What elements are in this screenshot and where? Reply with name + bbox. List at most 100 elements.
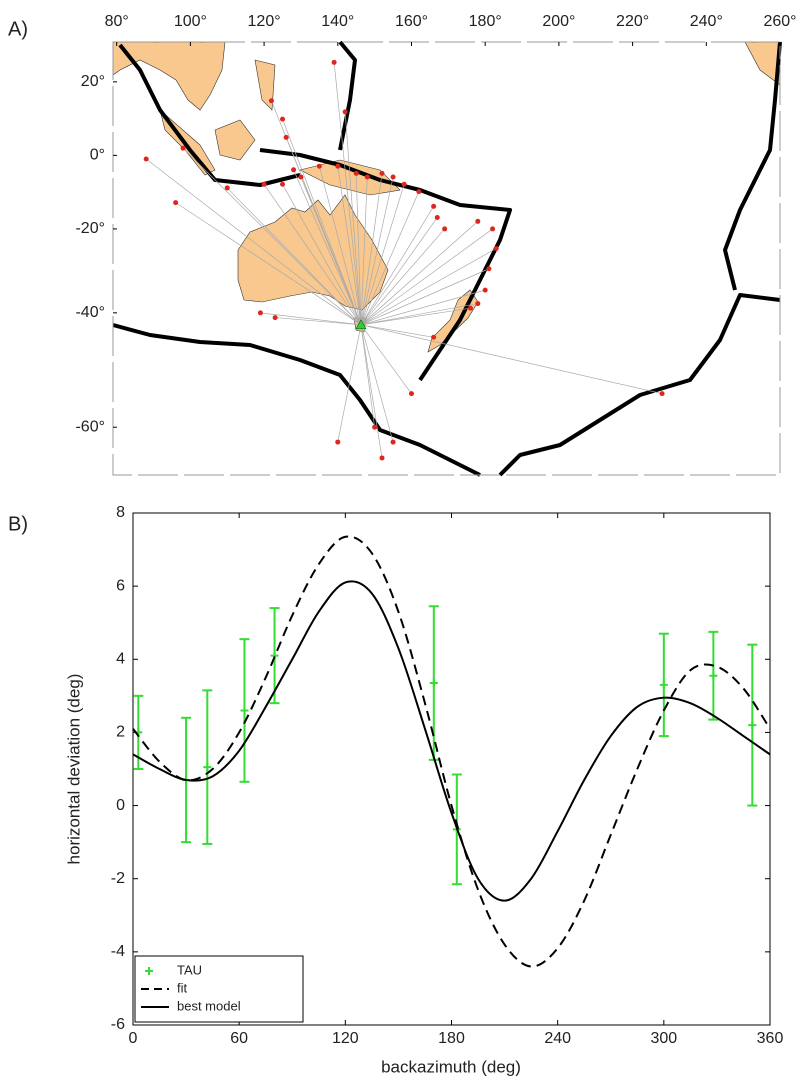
station	[355, 319, 367, 330]
x-tick-label: 60	[230, 1030, 248, 1047]
event	[342, 109, 348, 115]
x-tick-label: 120	[332, 1030, 359, 1047]
legend-label: best model	[177, 998, 241, 1013]
x-tick-label: 240°	[690, 13, 723, 30]
y-tick-label: 2	[116, 724, 125, 741]
error-point	[239, 638, 250, 783]
event	[280, 116, 286, 122]
y-tick-label: -4	[111, 943, 125, 960]
event	[280, 181, 286, 187]
ray	[360, 191, 420, 325]
ray	[260, 312, 362, 326]
line-series	[132, 580, 771, 902]
x-tick-label: 200°	[542, 13, 575, 30]
event	[379, 455, 385, 461]
ray	[360, 206, 434, 326]
event	[272, 315, 278, 321]
line-series	[132, 535, 771, 968]
ray	[360, 184, 405, 325]
error-point	[202, 689, 213, 845]
x-tick-label: 300	[650, 1030, 677, 1047]
ray	[360, 303, 478, 326]
event	[431, 334, 437, 340]
ray	[360, 324, 394, 443]
event	[335, 439, 341, 445]
x-tick-label: 80°	[105, 13, 129, 30]
event	[442, 226, 448, 232]
error-point	[658, 632, 669, 738]
x-tick-label: 0	[129, 1030, 138, 1047]
y-tick-label: -6	[111, 1016, 125, 1033]
ray	[360, 324, 375, 428]
y-tick-label: -60°	[75, 418, 105, 435]
event	[224, 185, 230, 191]
event	[257, 310, 263, 316]
ray	[337, 166, 362, 325]
ray	[360, 221, 479, 326]
x-tick-label: 240	[544, 1030, 571, 1047]
ray	[293, 169, 362, 325]
event	[143, 156, 149, 162]
x-tick-label: 180	[438, 1030, 465, 1047]
event	[173, 200, 179, 206]
x-tick-label: 180°	[469, 13, 502, 30]
event	[467, 305, 473, 311]
legend-label: fit	[177, 980, 188, 995]
y-tick-label: -2	[111, 870, 125, 887]
ray	[182, 147, 362, 326]
data-point	[203, 763, 212, 772]
panel-label: A)	[8, 18, 28, 40]
x-tick-label: 260°	[763, 13, 796, 30]
event	[408, 391, 414, 397]
event	[180, 145, 186, 151]
philippines	[254, 59, 276, 111]
y-axis-label: horizontal deviation (deg)	[64, 674, 83, 865]
ray	[360, 248, 497, 326]
y-tick-label: 6	[116, 577, 125, 594]
ray	[360, 324, 663, 394]
event	[482, 287, 488, 293]
event	[335, 163, 341, 169]
y-tick-label: 20°	[81, 73, 105, 90]
x-tick-label: 140°	[321, 13, 354, 30]
north-america	[744, 41, 781, 86]
panel-label: B)	[8, 513, 28, 535]
event	[291, 167, 297, 173]
ray	[360, 289, 486, 326]
ray	[344, 111, 362, 325]
x-tick-label: 100°	[174, 13, 207, 30]
x-axis-label: backazimuth (deg)	[381, 1057, 521, 1076]
asia	[112, 41, 226, 111]
event	[416, 189, 422, 195]
legend-symbol	[145, 967, 153, 975]
ray	[360, 268, 490, 326]
y-tick-label: 0	[116, 797, 125, 814]
y-tick-label: -40°	[75, 304, 105, 321]
ray	[319, 166, 362, 325]
data-point	[659, 680, 668, 689]
event	[298, 174, 304, 180]
data-point	[429, 679, 438, 688]
ray	[360, 173, 383, 325]
event	[401, 181, 407, 187]
plate-boundaries	[112, 40, 782, 477]
ray	[360, 228, 445, 326]
event	[364, 174, 370, 180]
plot-frame	[132, 512, 771, 1026]
ray	[282, 184, 362, 325]
data-point	[240, 706, 249, 715]
error-point	[708, 630, 719, 721]
land	[112, 41, 781, 353]
ray	[360, 307, 471, 326]
error-point	[269, 607, 280, 705]
data-point	[748, 721, 757, 730]
event	[316, 163, 322, 169]
event	[390, 439, 396, 445]
ray	[355, 173, 362, 325]
event	[331, 59, 337, 65]
ray	[275, 317, 362, 326]
ray	[360, 217, 438, 326]
ray	[337, 324, 362, 443]
ray	[360, 177, 368, 325]
